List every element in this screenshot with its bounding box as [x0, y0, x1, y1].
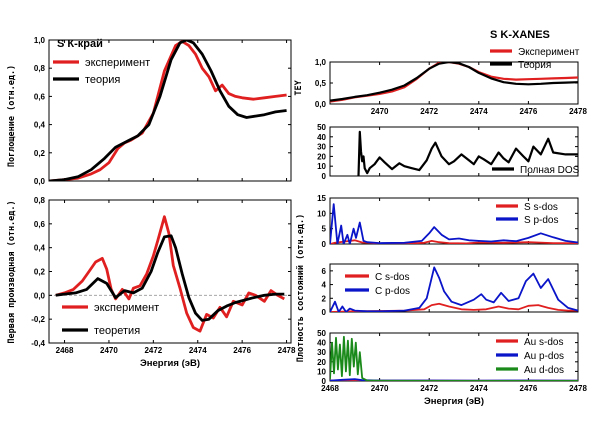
y-tick-label: 30: [317, 348, 326, 357]
y-axis-title: Первая производная (отн.ед.): [7, 200, 17, 343]
y-tick-label: 1,0: [315, 58, 327, 67]
x-tick-label: 2472: [420, 384, 438, 393]
x-tick-label: 2478: [278, 346, 296, 355]
x-tick-label: 2474: [470, 107, 488, 116]
chart-right-c-dos: 0 2 4 6 C s-dos C p-dos: [322, 263, 579, 317]
y-tick-label: 0,5: [315, 79, 327, 88]
y-tick-label: 20: [317, 358, 326, 367]
y-tick-label: 15: [317, 194, 326, 203]
legend-label: эксперимент: [94, 302, 159, 314]
y-tick-label: 0,4: [34, 244, 46, 253]
chart-left-bottom: 2468 2470 2472 2474 2476 2478 -0,4 -0,2 0,0 0,2 0,…: [7, 196, 296, 369]
y-tick-label: 0,4: [34, 121, 46, 130]
y-tick-label: 0: [322, 172, 327, 181]
y-tick-label: 4: [322, 281, 327, 290]
x-tick-label: 2470: [371, 107, 389, 116]
x-tick-label: 2476: [233, 346, 251, 355]
legend-label: S p-dos: [524, 215, 558, 226]
y-tick-label: 0,0: [34, 177, 46, 186]
y-tick-label: 0: [322, 377, 327, 386]
legend-label: теория: [85, 74, 120, 86]
series-line-left-bottom-0: [55, 215, 285, 333]
y-tick-label: 0,8: [34, 196, 46, 205]
y-axis-title: TEY: [294, 79, 304, 95]
x-axis-title: Энергия (эВ): [424, 396, 484, 407]
legend-label: Au d-dos: [524, 365, 564, 376]
y-tick-label: 1,0: [34, 36, 46, 45]
x-tick-label: 2468: [56, 346, 74, 355]
y-tick-label: 0,0: [34, 291, 46, 300]
plot-frame: [329, 126, 579, 177]
y-tick-label: 50: [317, 329, 326, 338]
x-tick-label: 2476: [520, 384, 538, 393]
chart-left-top: 0,0 0,2 0,4 0,6 0,8 1,0 S К-край эксперимент тео…: [7, 36, 292, 186]
y-tick-label: 0,6: [34, 92, 46, 101]
y-tick-label: 40: [317, 339, 326, 348]
x-axis-title: Энергия (эВ): [140, 358, 200, 369]
y-tick-label: 10: [317, 162, 326, 171]
legend-label: Au p-dos: [524, 351, 564, 362]
legend-label: Эксперимент: [518, 47, 580, 58]
y-tick-label: 20: [317, 152, 326, 161]
legend-label: теоретия: [94, 325, 140, 337]
y-tick-label: 10: [317, 367, 326, 376]
x-tick-label: 2468: [321, 384, 339, 393]
x-tick-label: 2478: [569, 107, 587, 116]
y-tick-label: 0,2: [34, 149, 46, 158]
y-tick-label: 0,0: [315, 100, 327, 109]
y-tick-label: 50: [317, 123, 326, 132]
legend-label: Au s-dos: [524, 337, 563, 348]
y-tick-label: 40: [317, 133, 326, 142]
y-tick-label: 10: [317, 209, 326, 218]
legend-label: C p-dos: [375, 286, 410, 297]
y-tick-label: 5: [322, 225, 327, 234]
y-tick-label: -0,4: [31, 339, 45, 348]
y-tick-label: 30: [317, 143, 326, 152]
y-tick-label: 6: [322, 267, 327, 276]
right-panel-y-axis-title: Плотность состояний (отн.ед.): [296, 214, 306, 362]
y-tick-label: 0,8: [34, 64, 46, 73]
series-line-left-bottom-1: [55, 234, 285, 322]
legend-label: C s-dos: [375, 272, 409, 283]
y-tick-label: 0: [322, 308, 327, 317]
series-line-right-total-dos-0: [357, 130, 578, 176]
legend-label: Теория: [518, 60, 551, 71]
x-tick-label: 2472: [420, 107, 438, 116]
series-line-right-s-dos-1: [330, 203, 578, 244]
x-tick-label: 2474: [189, 346, 207, 355]
y-tick-label: 0,6: [34, 220, 46, 229]
y-tick-label: 0: [322, 240, 327, 249]
legend-label: Полная DOS: [520, 165, 580, 176]
chart-title: S К-край: [57, 38, 103, 50]
legend-label: S s-dos: [524, 202, 558, 213]
series-line-left-top-1: [49, 40, 287, 181]
series-line-right-au-dos-2: [330, 335, 578, 381]
y-axis-title: Поглощение (отн.ед.): [7, 65, 17, 167]
series-line-right-tey-1: [330, 62, 578, 102]
y-tick-label: 0,2: [34, 268, 46, 277]
y-tick-label: -0,2: [31, 315, 45, 324]
x-tick-label: 2470: [371, 384, 389, 393]
series-line-right-c-dos-1: [330, 266, 578, 312]
y-tick-label: 2: [322, 294, 327, 303]
chart-right-s-dos: 0 5 10 15 S s-dos S p-dos: [317, 194, 579, 249]
plot-frame: [329, 263, 579, 313]
legend-label: эксперимент: [85, 57, 150, 69]
x-tick-label: 2472: [144, 346, 162, 355]
x-tick-label: 2470: [100, 346, 118, 355]
chart-right-tey: 2470 2472 2474 2476 2478 0,0 0,5 1,0 S K-XANES Эк…: [294, 29, 587, 116]
x-tick-label: 2478: [569, 384, 587, 393]
x-tick-label: 2474: [470, 384, 488, 393]
plot-frame: [48, 199, 292, 344]
plot-frame: [48, 39, 292, 182]
x-tick-label: 2476: [520, 107, 538, 116]
chart-title: S K-XANES: [490, 29, 550, 41]
